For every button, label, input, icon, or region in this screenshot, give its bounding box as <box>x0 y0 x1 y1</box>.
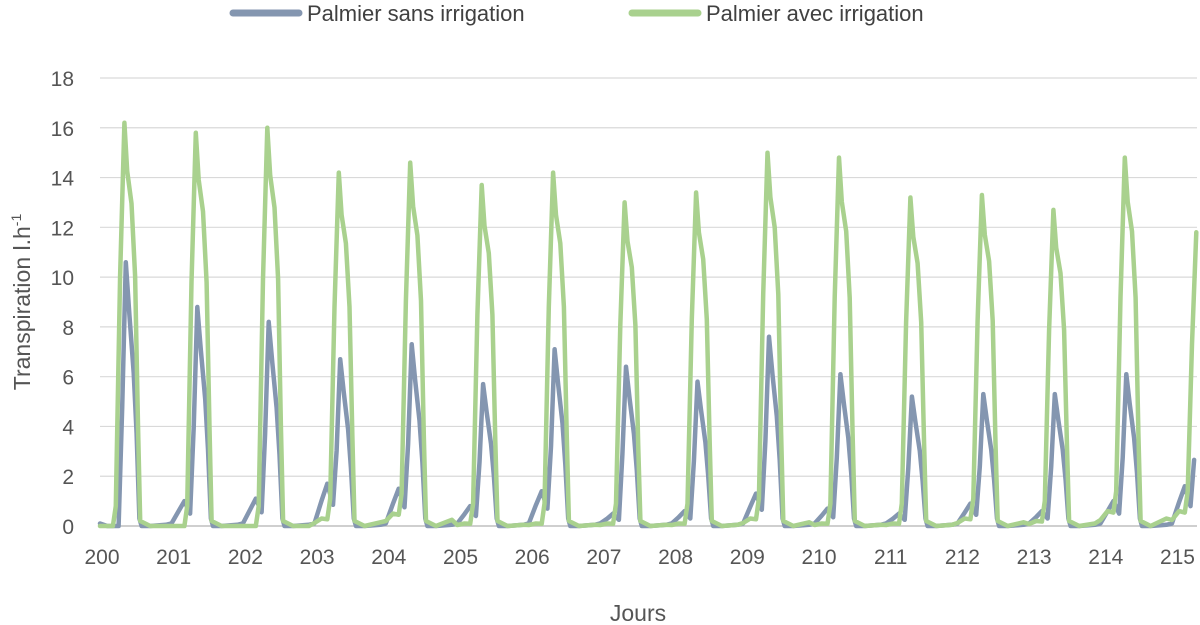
y-tick-label-6: 6 <box>62 367 74 390</box>
x-tick-label-213: 213 <box>1017 546 1052 569</box>
y-tick-label-12: 12 <box>51 217 74 240</box>
x-tick-label-214: 214 <box>1088 546 1123 569</box>
y-axis-title: Transpiration l.h-1 <box>8 214 35 391</box>
legend-label-avec-irrigation: Palmier avec irrigation <box>706 1 924 26</box>
x-tick-label-200: 200 <box>84 546 119 569</box>
x-tick-label-206: 206 <box>515 546 550 569</box>
series-line-avec-irrigation <box>97 120 1199 529</box>
y-tick-label-8: 8 <box>62 317 74 340</box>
y-tick-label-2: 2 <box>62 466 74 489</box>
x-tick-label-208: 208 <box>658 546 693 569</box>
x-tick-label-211: 211 <box>874 546 907 569</box>
y-axis-title-superscript: -1 <box>8 214 24 227</box>
x-axis-ticks: 200 201 202 203 204 205 206 207 208 209 210 211 212 2… <box>84 546 1195 569</box>
x-tick-label-209: 209 <box>730 546 765 569</box>
x-tick-label-207: 207 <box>586 546 621 569</box>
x-tick-label-212: 212 <box>945 546 980 569</box>
y-tick-label-14: 14 <box>51 168 75 191</box>
y-axis-title-text: Transpiration l.h <box>9 226 35 390</box>
y-tick-label-18: 18 <box>51 68 74 91</box>
x-tick-label-203: 203 <box>300 546 335 569</box>
y-tick-label-16: 16 <box>51 118 74 141</box>
x-tick-label-204: 204 <box>371 546 406 569</box>
x-tick-label-201: 201 <box>156 546 191 569</box>
y-tick-label-0: 0 <box>62 516 74 539</box>
x-tick-label-202: 202 <box>228 546 263 569</box>
x-axis-title: Jours <box>610 600 666 625</box>
legend: Palmier sans irrigation Palmier avec irr… <box>229 1 924 26</box>
y-axis-ticks: 0 2 4 6 8 10 12 14 16 18 <box>51 68 75 539</box>
legend-label-sans-irrigation: Palmier sans irrigation <box>307 1 525 26</box>
y-tick-label-10: 10 <box>51 267 74 290</box>
y-tick-label-4: 4 <box>62 416 74 439</box>
x-tick-label-205: 205 <box>443 546 478 569</box>
x-tick-label-215: 215 <box>1160 546 1195 569</box>
series-layer <box>97 120 1199 529</box>
x-tick-label-210: 210 <box>801 546 836 569</box>
